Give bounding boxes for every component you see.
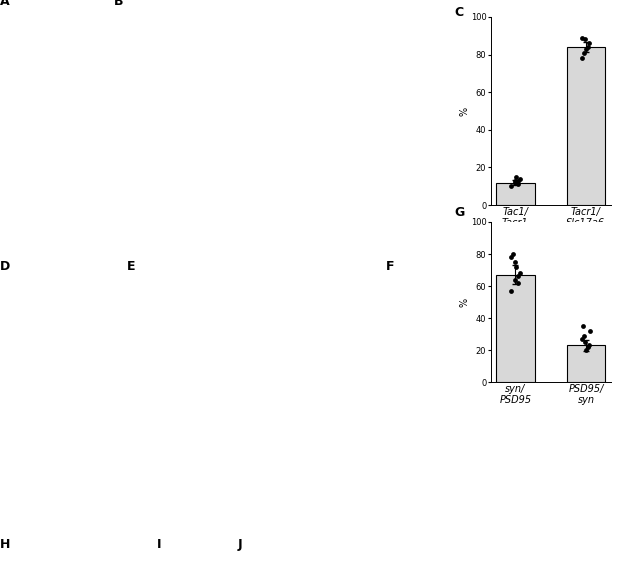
Point (577, 54, 587, 63)
Point (585, 327, 595, 336)
Point (510, 178, 520, 187)
Point (513, 176, 523, 185)
Text: I: I (157, 538, 162, 551)
Point (583, 43, 593, 52)
Point (511, 173, 521, 182)
Point (580, 35, 590, 44)
Point (581, 44, 591, 53)
Point (583, 342, 593, 351)
Text: E: E (126, 260, 135, 273)
Point (513, 272, 523, 281)
Text: H: H (0, 538, 10, 551)
Point (515, 174, 525, 183)
Point (579, 48, 589, 57)
Point (515, 269, 525, 278)
Point (510, 275, 520, 284)
Bar (496, 275, 535, 382)
Point (581, 346, 591, 355)
Y-axis label: %: % (459, 106, 469, 116)
Text: C: C (454, 6, 463, 19)
Point (577, 33, 587, 42)
Bar (566, 345, 605, 382)
Text: G: G (454, 206, 465, 219)
Point (508, 250, 518, 259)
Point (579, 331, 589, 340)
Point (511, 262, 521, 271)
Point (577, 334, 587, 343)
Text: F: F (386, 260, 394, 273)
Point (513, 278, 523, 287)
Point (580, 338, 590, 347)
Text: D: D (0, 260, 10, 273)
Bar (566, 47, 605, 205)
Y-axis label: %: % (459, 297, 469, 307)
Point (510, 257, 520, 266)
Point (578, 321, 588, 330)
Point (510, 176, 520, 185)
Point (507, 182, 516, 191)
Point (584, 39, 594, 48)
Point (513, 180, 523, 189)
Text: J: J (238, 538, 242, 551)
Point (507, 287, 516, 296)
Point (584, 341, 594, 350)
Bar (496, 183, 535, 205)
Text: A: A (0, 0, 10, 8)
Text: B: B (114, 0, 123, 8)
Point (506, 253, 516, 262)
